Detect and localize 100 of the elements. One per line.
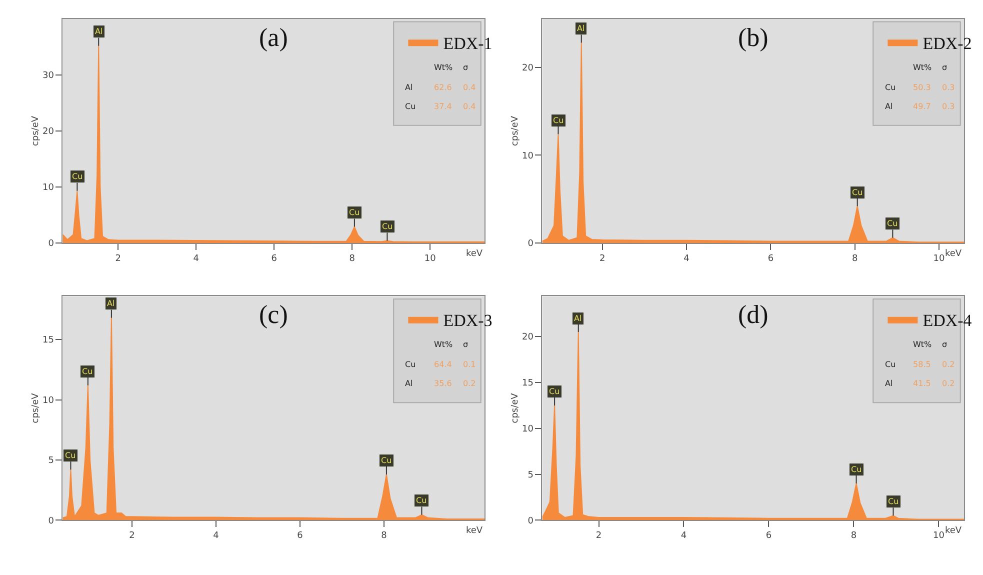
annotation: 0.1 (463, 360, 476, 369)
annotation: Cu (72, 172, 83, 181)
y-tick-label: 30 (42, 71, 54, 82)
y-tick-label: 0 (48, 516, 54, 526)
x-tick-label: 6 (768, 254, 774, 264)
x-tick-label: 10 (932, 531, 945, 541)
x-tick-label: 2 (115, 254, 121, 264)
annotation: Cu (851, 465, 862, 474)
y-tick-label: 10 (522, 424, 534, 435)
annotation: 62.6 (434, 83, 452, 92)
x-tick-label: 4 (680, 531, 687, 541)
x-tick-label: 2 (600, 254, 606, 264)
annotation: 0.3 (942, 102, 955, 111)
x-tick-label: 4 (193, 254, 200, 264)
annotation: Cu (405, 102, 416, 111)
x-axis-title: keV (945, 249, 962, 259)
annotation: 58.5 (913, 360, 931, 369)
y-tick-label: 0 (48, 239, 54, 250)
annotation: Al (577, 24, 585, 33)
annotation: 49.7 (913, 102, 931, 111)
annotation: Cu (381, 456, 392, 465)
x-tick-label: 10 (424, 254, 436, 264)
annotation: Al (107, 299, 115, 308)
y-tick-label: 20 (42, 127, 54, 138)
annotation: 35.6 (434, 379, 452, 388)
annotation: Wt% (913, 340, 932, 349)
annotation: Cu (852, 188, 863, 197)
annotation: 0.2 (942, 360, 955, 369)
annotation: Wt% (434, 340, 454, 349)
annotation: Al (95, 27, 103, 36)
x-tick-label: 6 (271, 254, 278, 264)
legend-label: EDX-4 (922, 310, 972, 330)
x-tick-label: 8 (852, 254, 858, 264)
annotation: 37.4 (434, 102, 452, 111)
annotation: σ (942, 63, 948, 72)
y-axis-title: cps/eV (510, 392, 520, 424)
x-tick-label: 6 (297, 531, 304, 541)
chart-title: (c) (259, 300, 288, 329)
annotation: Al (574, 314, 582, 323)
annotation: σ (463, 340, 468, 349)
x-tick-label: 4 (684, 254, 690, 264)
annotation: 0.4 (463, 102, 476, 111)
annotation: Al (405, 379, 413, 388)
x-tick-label: 6 (766, 531, 772, 541)
y-tick-label: 10 (42, 183, 54, 194)
y-axis-title: cps/eV (510, 115, 520, 146)
chart-title: (d) (738, 300, 768, 329)
legend-label: EDX-1 (443, 34, 492, 53)
annotation: Cu (887, 219, 898, 228)
y-tick-label: 15 (522, 378, 534, 389)
y-axis-title: cps/eV (30, 392, 41, 424)
y-axis-title: cps/eV (30, 115, 41, 146)
chart-title: (b) (738, 23, 768, 52)
x-tick-label: 2 (596, 531, 602, 541)
x-tick-label: 8 (381, 531, 388, 541)
annotation: Cu (888, 497, 899, 506)
x-tick-label: 8 (850, 531, 857, 541)
annotation: Cu (885, 360, 896, 369)
annotation: Cu (65, 451, 76, 460)
x-tick-label: 10 (933, 254, 945, 264)
annotation: 41.5 (913, 379, 931, 388)
x-tick-label: 4 (213, 531, 220, 541)
x-axis-title: keV (466, 526, 484, 536)
legend-label: EDX-3 (443, 310, 492, 330)
annotation: Cu (416, 496, 427, 505)
y-tick-label: 0 (528, 239, 534, 250)
annotation: Cu (553, 116, 564, 125)
annotation: 0.2 (942, 379, 955, 388)
annotation: Al (885, 379, 893, 388)
annotation: 0.2 (463, 379, 476, 388)
x-tick-label: 2 (129, 531, 135, 541)
annotation: 64.4 (434, 360, 452, 369)
legend-label: EDX-2 (922, 34, 972, 53)
annotation: 50.3 (913, 83, 931, 92)
annotation: 0.4 (463, 83, 476, 92)
annotation: Cu (549, 387, 560, 396)
annotation: Al (885, 102, 893, 111)
annotation: Al (405, 83, 413, 92)
annotation: Cu (405, 360, 416, 369)
y-tick-label: 5 (48, 456, 54, 466)
x-tick-label: 8 (349, 254, 356, 264)
annotation: Wt% (913, 63, 932, 72)
y-tick-label: 0 (528, 516, 534, 526)
annotation: Cu (382, 222, 393, 231)
y-tick-label: 20 (522, 332, 534, 343)
annotation: σ (463, 63, 468, 72)
annotation: Cu (82, 367, 93, 376)
x-axis-title: keV (466, 249, 484, 259)
annotation: Wt% (434, 63, 454, 72)
annotation: σ (942, 340, 948, 349)
y-tick-label: 10 (42, 396, 54, 406)
annotation: Cu (349, 208, 360, 217)
annotation: Cu (885, 83, 896, 92)
annotation: 0.3 (942, 83, 955, 92)
y-tick-label: 10 (522, 151, 534, 162)
y-tick-label: 15 (42, 336, 54, 346)
y-tick-label: 20 (522, 63, 534, 74)
y-tick-label: 5 (528, 470, 534, 480)
x-axis-title: keV (945, 526, 962, 536)
chart-title: (a) (259, 23, 288, 52)
